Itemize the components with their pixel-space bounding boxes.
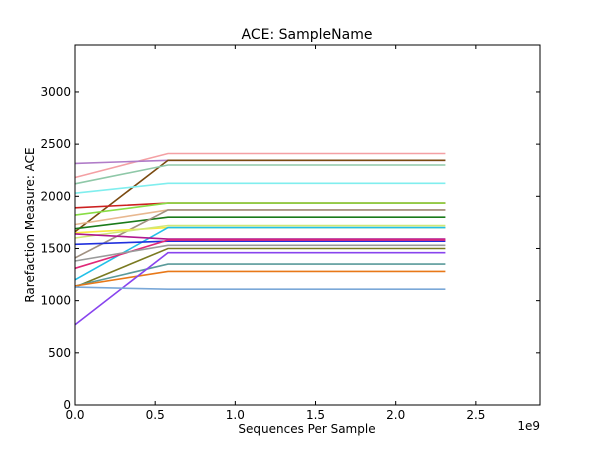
series-line-16 (74, 239, 446, 270)
y-axis-label: Rarefaction Measure: ACE (23, 147, 37, 302)
chart-title: ACE: SampleName (242, 27, 373, 43)
x-tick-label: 1.0 (226, 408, 245, 422)
x-tick-label: 2.5 (466, 408, 485, 422)
x-axis-label: Sequences Per Sample (238, 422, 375, 436)
series-line-17 (74, 247, 446, 288)
series-line-21 (74, 251, 446, 326)
x-tick-label: 2.0 (386, 408, 405, 422)
ticks-layer: 0.0 0.5 1.0 1.5 2.0 2.5 0 500 1000 1500 2000 2500 30… (40, 45, 540, 422)
series-line-18 (74, 244, 446, 262)
y-tick-label: 3000 (40, 85, 71, 99)
x-tick-label: 1.5 (306, 408, 325, 422)
series-line-7 (74, 202, 446, 216)
series-line-22 (74, 286, 446, 291)
series-layer (74, 152, 446, 326)
x-tick-label: 0.5 (146, 408, 165, 422)
series-line-4 (74, 164, 446, 185)
x-tick-label: 0.0 (65, 408, 84, 422)
y-tick-label: 0 (63, 398, 71, 412)
series-line-15 (74, 233, 446, 240)
plot-area-frame (74, 44, 541, 406)
series-line-3 (74, 159, 446, 233)
y-tick-label: 1000 (40, 294, 71, 308)
series-line-5 (74, 182, 446, 194)
series-line-13 (74, 226, 446, 281)
y-tick-label: 1500 (40, 241, 71, 255)
series-line-8 (74, 216, 446, 230)
series-line-19 (74, 263, 446, 287)
y-tick-label: 500 (48, 346, 71, 360)
x-axis-exponent: 1e9 (517, 419, 540, 433)
series-line-12 (74, 224, 446, 239)
y-tick-label: 2500 (40, 137, 71, 151)
series-line-20 (74, 270, 446, 287)
series-line-14 (74, 240, 446, 246)
y-tick-label: 2000 (40, 189, 71, 203)
series-line-1 (74, 152, 446, 179)
series-line-10 (74, 209, 446, 259)
